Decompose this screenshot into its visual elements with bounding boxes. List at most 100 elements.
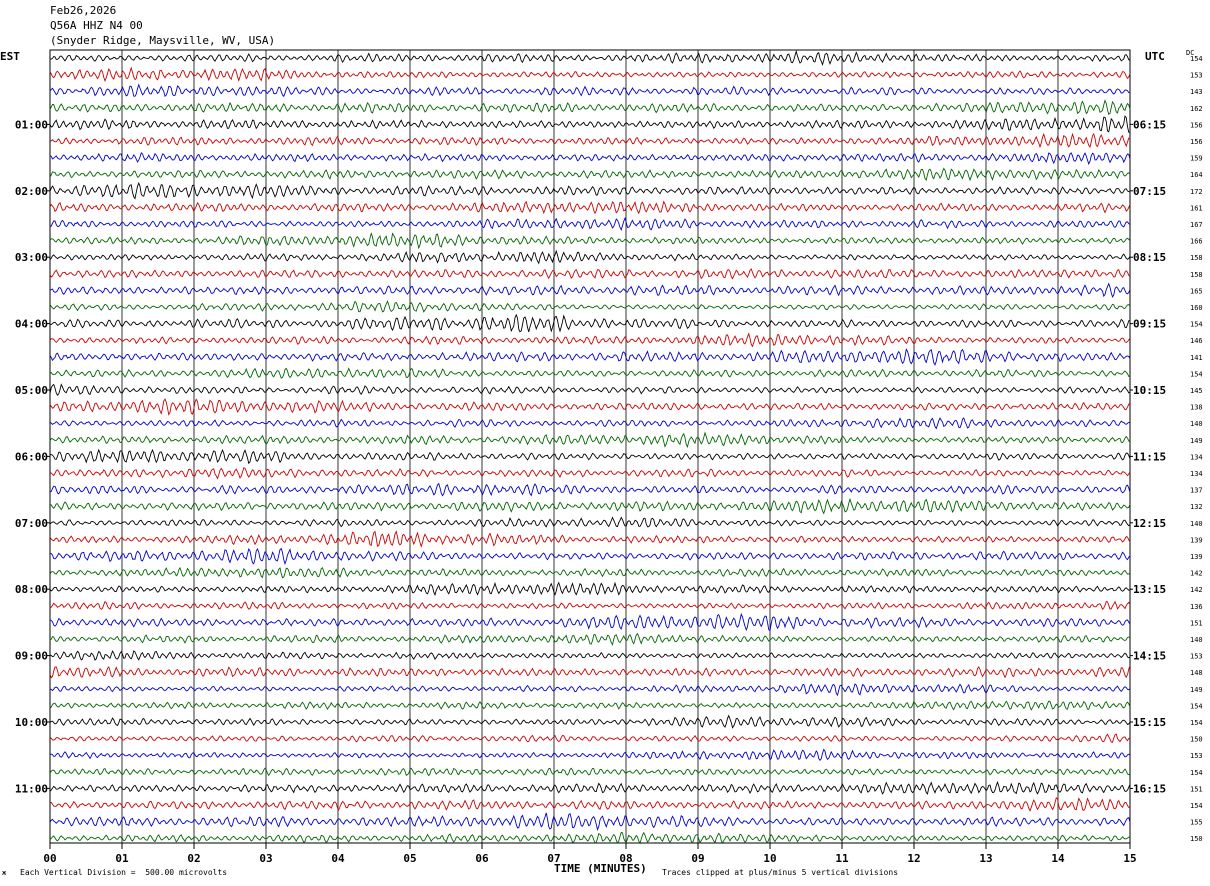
x-tick-label: 02 — [187, 852, 200, 865]
seismic-trace — [49, 268, 1131, 280]
x-tick-label: 15 — [1123, 852, 1136, 865]
seismic-trace — [49, 49, 1131, 66]
dc-offset-label: 137 — [1190, 487, 1203, 495]
seismic-trace — [49, 167, 1131, 182]
right-timezone-label: UTC — [1145, 50, 1165, 63]
dc-offset-label: 158 — [1190, 271, 1203, 279]
dc-offset-label: 143 — [1190, 88, 1203, 96]
dc-offset-label: 167 — [1190, 221, 1203, 229]
seismic-trace — [49, 383, 1131, 396]
seismic-trace — [49, 665, 1131, 679]
dc-offset-label: 148 — [1190, 669, 1203, 677]
dc-offset-label: 153 — [1190, 72, 1203, 80]
dc-offset-label: 139 — [1190, 536, 1203, 544]
seismic-trace — [49, 797, 1131, 812]
x-tick-label: 12 — [907, 852, 920, 865]
dc-offset-label: 172 — [1190, 188, 1203, 196]
seismic-trace — [49, 497, 1131, 515]
est-hour-label: 11:00 — [15, 782, 48, 795]
x-axis-title: TIME (MINUTES) — [554, 862, 647, 875]
est-hour-label: 09:00 — [15, 650, 48, 663]
est-hour-label: 08:00 — [15, 583, 48, 596]
seismic-trace — [49, 83, 1131, 98]
utc-hour-label: 09:15 — [1133, 318, 1166, 331]
x-tick-label: 08 — [619, 852, 632, 865]
x-tick-label: 11 — [835, 852, 849, 865]
dc-offset-label: 134 — [1190, 453, 1203, 461]
dc-offset-label: 132 — [1190, 503, 1203, 511]
seismic-trace — [49, 300, 1131, 313]
seismic-trace — [49, 132, 1131, 149]
dc-offset-label: 151 — [1190, 619, 1203, 627]
utc-hour-label: 15:15 — [1133, 716, 1166, 729]
seismic-trace — [49, 650, 1131, 661]
seismic-trace — [49, 581, 1131, 597]
dc-offset-label: 140 — [1190, 636, 1203, 644]
utc-hour-label: 12:15 — [1133, 517, 1166, 530]
dc-offset-label: 146 — [1190, 337, 1203, 345]
clip-note: Traces clipped at plus/minus 5 vertical … — [662, 868, 899, 877]
dc-offset-label: 160 — [1190, 304, 1203, 312]
est-hour-label: 03:00 — [15, 251, 48, 264]
utc-hour-label: 06:15 — [1133, 118, 1166, 131]
x-tick-label: 01 — [115, 852, 129, 865]
x-tick-label: 09 — [691, 852, 704, 865]
dc-offset-label: 158 — [1190, 254, 1203, 262]
seismic-trace — [49, 482, 1131, 497]
dc-offset-label: 156 — [1190, 121, 1203, 129]
dc-offset-label: 154 — [1190, 769, 1203, 777]
dc-offset-label: 142 — [1190, 570, 1203, 578]
seismic-trace — [49, 733, 1131, 743]
x-tick-label: 05 — [403, 852, 416, 865]
dc-offset-label: 156 — [1190, 138, 1203, 146]
utc-hour-label: 07:15 — [1133, 185, 1166, 198]
seismic-trace — [49, 313, 1131, 333]
dc-offset-label: 151 — [1190, 785, 1203, 793]
dc-offset-label: 138 — [1190, 404, 1203, 412]
seismic-trace — [49, 714, 1131, 729]
seismic-trace — [49, 232, 1131, 250]
utc-hour-label: 16:15 — [1133, 782, 1166, 795]
seismic-trace — [49, 831, 1131, 845]
est-hour-label: 01:00 — [15, 118, 48, 131]
seismic-trace — [49, 348, 1131, 366]
seismic-trace — [49, 748, 1131, 761]
seismic-trace — [49, 249, 1131, 265]
est-hour-label: 04:00 — [15, 318, 48, 331]
x-tick-label: 06 — [475, 852, 489, 865]
dc-offset-label: 165 — [1190, 287, 1203, 295]
est-hour-label: 05:00 — [15, 384, 48, 397]
dc-offset-label: 154 — [1190, 55, 1203, 63]
dc-offset-label: 154 — [1190, 702, 1203, 710]
seismic-trace — [49, 282, 1131, 298]
est-hour-label: 06:00 — [15, 450, 48, 463]
est-hour-label: 07:00 — [15, 517, 48, 530]
plot-frame — [49, 49, 1131, 844]
dc-offset-label: 166 — [1190, 238, 1203, 246]
dc-offset-label: 162 — [1190, 105, 1203, 113]
dc-offset-label: 145 — [1190, 387, 1203, 395]
seismic-trace — [49, 200, 1131, 215]
dc-offset-label: 161 — [1190, 204, 1203, 212]
utc-hour-label: 10:15 — [1133, 384, 1166, 397]
x-tick-label: 14 — [1051, 852, 1065, 865]
left-timezone-label: EST — [0, 50, 20, 63]
utc-hour-label: 11:15 — [1133, 450, 1166, 463]
seismic-trace — [49, 66, 1131, 83]
seismic-trace — [49, 332, 1131, 348]
seismic-trace — [49, 216, 1131, 232]
dc-offset-label: 154 — [1190, 719, 1203, 727]
dc-offset-label: 140 — [1190, 520, 1203, 528]
x-tick-label: 10 — [763, 852, 776, 865]
seismic-trace — [49, 367, 1131, 379]
dc-header-label: DC — [1186, 49, 1195, 57]
seismic-trace — [49, 398, 1131, 416]
seismic-trace — [49, 767, 1131, 777]
seismic-trace — [49, 700, 1131, 711]
scale-note: Each Vertical Division = 500.00 microvol… — [20, 868, 228, 877]
utc-hour-label: 14:15 — [1133, 650, 1166, 663]
dc-offset-label: 141 — [1190, 354, 1203, 362]
dc-offset-label: 159 — [1190, 155, 1203, 163]
utc-hour-label: 13:15 — [1133, 583, 1166, 596]
